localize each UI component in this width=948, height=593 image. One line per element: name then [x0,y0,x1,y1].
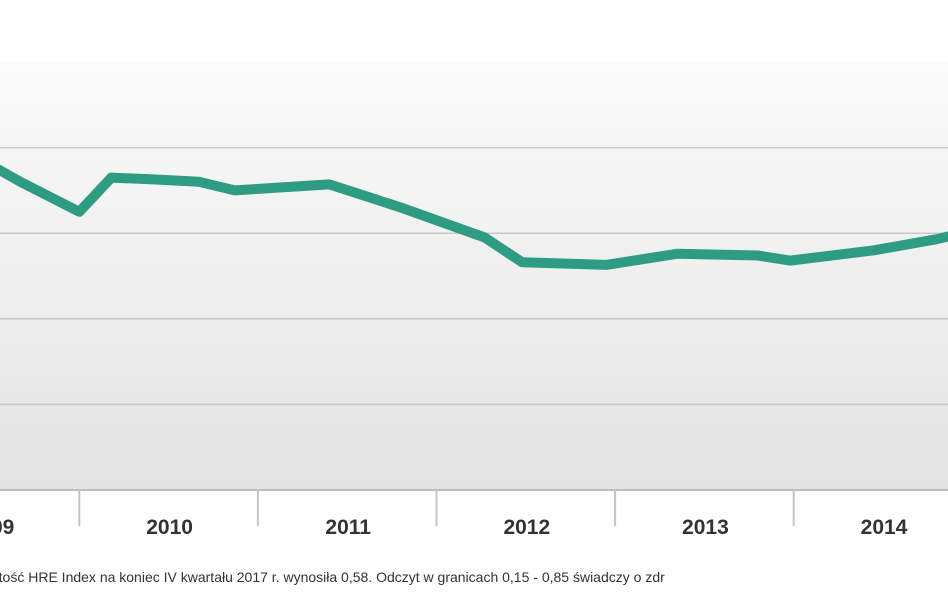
plot-background [0,62,948,490]
data-point [482,235,487,240]
data-point [675,251,680,256]
data-point [872,248,877,253]
data-point [327,182,332,187]
data-point [148,177,153,182]
data-point [197,179,201,184]
chart-caption: rtość HRE Index na koniec IV kwartału 20… [0,566,948,590]
data-point [77,209,82,214]
series-layer [0,164,948,270]
data-point [18,179,23,184]
data-point [398,205,403,210]
data-point [604,262,609,267]
x-tick-label: 2010 [146,516,193,539]
x-tick-label: 2011 [325,516,371,539]
series-line [0,164,948,270]
x-axis-ticks [78,490,795,526]
x-tick-label: 2009 [0,516,14,539]
data-point [788,258,793,263]
data-point [232,188,237,193]
data-point [756,253,760,258]
x-tick-label: 2012 [503,516,550,539]
caption-text: rtość HRE Index na koniec IV kwartału 20… [0,569,665,585]
x-tick-label: 2014 [861,516,908,539]
x-axis-labels: 2009 2010 2011 2012 2013 2014 [0,516,908,539]
x-tick-label: 2013 [682,516,729,539]
data-point [109,175,114,180]
data-point [934,237,939,242]
data-point [520,260,525,265]
